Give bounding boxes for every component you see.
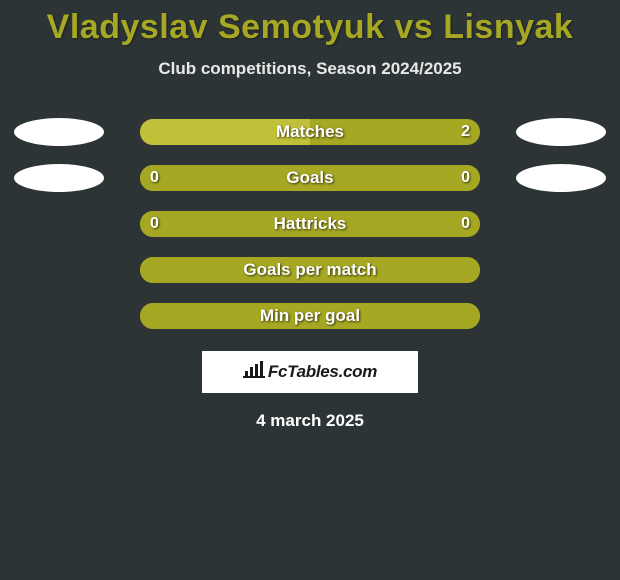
logo-text: FcTables.com: [268, 362, 377, 382]
stat-label: Goals: [286, 168, 333, 188]
cloud-icon: [516, 164, 606, 192]
stat-bar: Min per goal: [140, 303, 480, 329]
stat-row: Goals per match: [0, 247, 620, 293]
bar-chart-icon: [243, 361, 265, 384]
stat-right-value: 0: [461, 169, 470, 187]
stat-left-value: 0: [150, 215, 159, 233]
stat-bar: Goals per match: [140, 257, 480, 283]
stat-right-value: 0: [461, 215, 470, 233]
stat-label: Hattricks: [274, 214, 347, 234]
stat-left-value: 0: [150, 169, 159, 187]
cloud-icon: [516, 118, 606, 146]
cloud-icon: [14, 164, 104, 192]
page-title: Vladyslav Semotyuk vs Lisnyak: [0, 0, 620, 47]
stat-row: Matches 2: [0, 109, 620, 155]
stat-row: 0 Hattricks 0: [0, 201, 620, 247]
date-text: 4 march 2025: [0, 411, 620, 431]
stat-row: Min per goal: [0, 293, 620, 339]
stat-row: 0 Goals 0: [0, 155, 620, 201]
logo-box: FcTables.com: [202, 351, 418, 393]
stat-label: Min per goal: [260, 306, 360, 326]
cloud-icon: [14, 118, 104, 146]
stat-label: Goals per match: [243, 260, 376, 280]
stat-rows: Matches 2 0 Goals 0 0 Hattricks 0 Goals per matc…: [0, 109, 620, 339]
stat-bar: 0 Hattricks 0: [140, 211, 480, 237]
stat-right-value: 2: [461, 123, 470, 141]
stat-bar: 0 Goals 0: [140, 165, 480, 191]
stat-bar: Matches 2: [140, 119, 480, 145]
subtitle: Club competitions, Season 2024/2025: [0, 59, 620, 79]
stat-label: Matches: [276, 122, 344, 142]
